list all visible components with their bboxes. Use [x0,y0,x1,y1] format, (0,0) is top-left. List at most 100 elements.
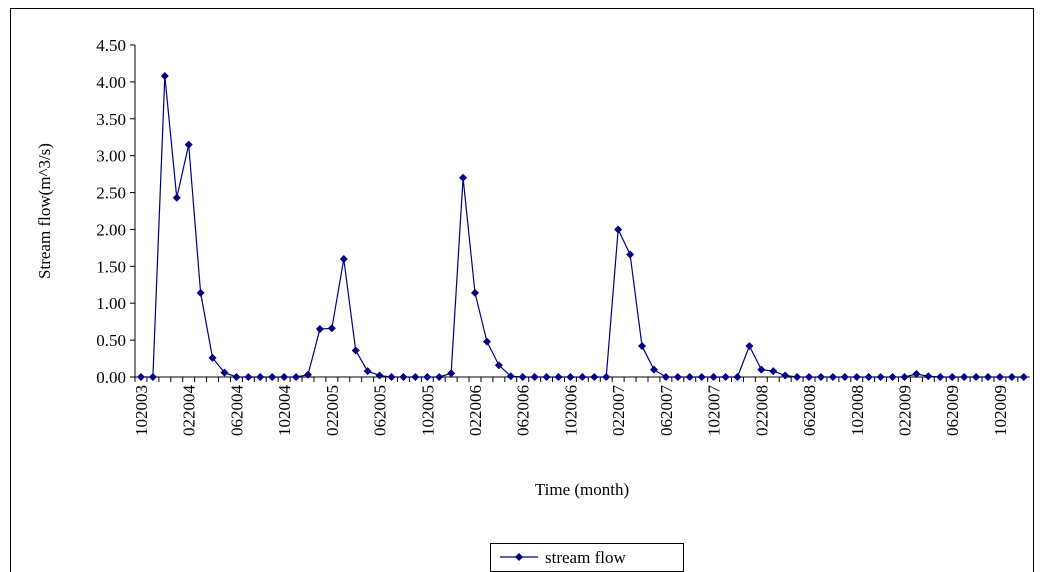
marker [435,373,444,381]
marker [530,373,539,381]
marker [172,193,181,202]
y-tick-label: 4.00 [96,73,126,92]
marker [136,373,145,381]
marker [733,373,742,381]
x-tick-label: 102004 [275,385,294,437]
marker [864,373,873,381]
marker [793,373,802,381]
marker [160,71,169,80]
marker [673,373,682,381]
marker [423,373,432,381]
marker [757,365,766,374]
marker [840,373,849,381]
x-tick-label: 062009 [943,385,962,436]
marker [351,346,360,355]
marker [494,361,503,370]
marker [482,337,491,346]
x-tick-label: 062006 [514,385,533,436]
marker [936,373,945,381]
x-tick-label: 022005 [323,385,342,436]
marker [626,250,635,259]
marker [542,373,551,381]
marker [459,173,468,182]
y-tick-label: 2.00 [96,220,126,239]
marker [745,342,754,351]
marker [471,288,480,297]
marker [518,373,527,381]
marker [900,373,909,381]
marker [697,373,706,381]
marker [387,373,396,381]
marker [232,373,241,381]
marker [960,373,969,381]
legend-label: stream flow [545,548,626,567]
marker [1019,373,1028,381]
marker [828,373,837,381]
marker [566,373,575,381]
marker [220,368,229,377]
marker [852,373,861,381]
marker [280,373,289,381]
y-tick-label: 3.00 [96,147,126,166]
y-axis-title: Stream flow(m^3/s) [35,143,54,279]
marker [315,325,324,334]
y-tick-label: 1.00 [96,294,126,313]
marker [184,140,193,149]
x-axis-title: Time (month) [535,480,629,499]
y-tick-label: 4.50 [96,36,126,55]
marker [983,373,992,381]
marker [948,373,957,381]
marker [196,288,205,297]
marker [602,373,611,381]
x-tick-label: 102005 [418,385,437,436]
marker [256,373,265,381]
marker [339,254,348,263]
x-tick-label: 062004 [227,385,246,437]
marker [709,373,718,381]
y-tick-label: 0.00 [96,368,126,387]
marker [972,373,981,381]
x-tick-label: 022004 [180,385,199,437]
marker [769,367,778,376]
marker [876,373,885,381]
marker [590,373,599,381]
marker [148,373,157,381]
marker [614,225,623,234]
x-tick-label: 022009 [895,385,914,436]
marker [578,373,587,381]
x-tick-label: 062005 [371,385,390,436]
marker [888,373,897,381]
marker [995,373,1004,381]
x-tick-label: 022008 [752,385,771,436]
marker [721,373,730,381]
x-tick-label: 102007 [705,385,724,437]
marker [554,373,563,381]
marker [781,371,790,380]
chart-border [10,8,1034,572]
marker [208,353,217,362]
marker [292,373,301,381]
x-tick-label: 062007 [657,385,676,437]
x-tick-label: 102003 [132,385,151,436]
marker [411,373,420,381]
y-tick-label: 2.50 [96,184,126,203]
x-tick-label: 022007 [609,385,628,437]
legend-marker [515,553,523,561]
marker [244,373,253,381]
marker [447,369,456,378]
marker [363,367,372,376]
x-tick-label: 102006 [561,385,580,436]
x-tick-label: 102008 [848,385,867,436]
marker [375,371,384,380]
x-tick-label: 062008 [800,385,819,436]
marker [912,370,921,379]
marker [685,373,694,381]
y-tick-label: 3.50 [96,110,126,129]
marker [327,324,336,333]
y-tick-label: 0.50 [96,331,126,350]
marker [924,372,933,381]
marker [506,372,515,381]
y-tick-label: 1.50 [96,257,126,276]
marker [268,373,277,381]
